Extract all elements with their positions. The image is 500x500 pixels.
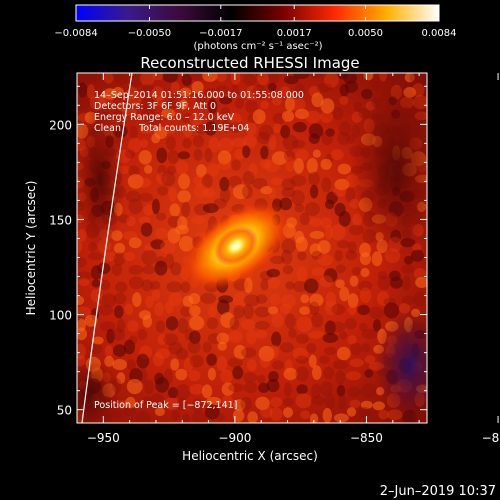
- axis-ticks: −950 −900 −850 −800 50 100 150 200: [49, 73, 500, 445]
- x-tick-label: −800: [482, 431, 500, 445]
- y-tick-label: 200: [49, 118, 72, 132]
- colorbar-tick-label: 0.0050: [348, 28, 383, 39]
- annotation-detectors: Detectors: 3F 6F 9F, Att 0: [94, 101, 216, 112]
- colorbar: [75, 4, 440, 22]
- colorbar-tick-label: 0.0017: [277, 28, 312, 39]
- image-area: [77, 73, 427, 423]
- y-tick-label: 150: [49, 213, 72, 227]
- x-tick-label: −900: [218, 431, 251, 445]
- x-tick-label: −850: [350, 431, 383, 445]
- y-tick-label: 50: [57, 404, 72, 418]
- colorbar-tick-label: −0.0084: [54, 28, 97, 39]
- plot-timestamp: 2–Jun–2019 10:37: [380, 484, 496, 499]
- x-axis-label: Heliocentric X (arcsec): [182, 449, 318, 463]
- annotation-energy-range: Energy Range: 6.0 – 12.0 keV: [94, 112, 235, 123]
- annotation-peak-position: Position of Peak = [−872,141]: [94, 400, 237, 411]
- plot-frame: [76, 72, 428, 424]
- colorbar-ticks: −0.0084 −0.0050 −0.0017 0.0017 0.0050 0.0084: [54, 5, 457, 39]
- colorbar-unit-label: (photons cm⁻² s⁻¹ asec⁻²): [193, 41, 322, 52]
- colorbar-tick-label: −0.0050: [128, 28, 171, 39]
- colorbar-tick-label: −0.0017: [199, 28, 242, 39]
- chart-title: Reconstructed RHESSI Image: [140, 54, 359, 72]
- colorbar-tick-label: 0.0084: [422, 28, 457, 39]
- x-tick-label: −950: [87, 431, 120, 445]
- annotation-time-range: 14–Sep–2014 01:51:16.000 to 01:55:08.000: [94, 90, 304, 101]
- solar-limb: [81, 73, 133, 423]
- annotation-clean-counts: Clean Total counts: 1.19E+04: [94, 123, 249, 134]
- y-axis-label: Heliocentric Y (arcsec): [24, 181, 38, 316]
- y-tick-label: 100: [49, 309, 72, 323]
